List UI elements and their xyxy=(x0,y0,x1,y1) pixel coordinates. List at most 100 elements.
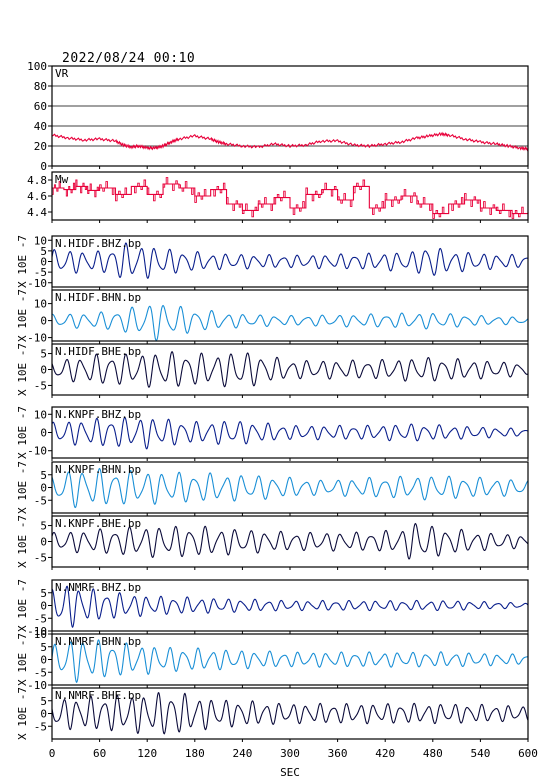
x-tick-label: 480 xyxy=(423,747,443,760)
x-tick-label: 60 xyxy=(93,747,106,760)
panel-name: N.HIDF.BHE.bp xyxy=(55,345,141,358)
panel-VR: 0 20 40 60 80 100 VR xyxy=(27,60,529,173)
y-tick-label: 5 xyxy=(40,520,47,533)
y-tick-label: -5 xyxy=(34,666,47,679)
scale-label: X 10E -7 xyxy=(16,343,29,396)
y-tick-label: -10 xyxy=(27,277,47,290)
series-line xyxy=(51,585,529,629)
panel-name: Mw xyxy=(55,173,69,186)
y-tick-label: 0 xyxy=(40,256,47,269)
y-tick-label: 0 xyxy=(40,708,47,721)
y-tick-label: 0 xyxy=(40,427,47,440)
panel-N.HIDF.BHE.bp: -5 0 5 N.HIDF.BHE.bp X 10E -7 xyxy=(16,343,529,398)
x-tick-label: 180 xyxy=(185,747,205,760)
x-tick-label: 0 xyxy=(49,747,56,760)
x-axis-label: SEC xyxy=(280,766,300,779)
y-tick-label: 0 xyxy=(40,536,47,549)
y-tick-label: 60 xyxy=(34,100,47,113)
series-line xyxy=(51,691,529,735)
panel-N.NMRF.BHZ.bp: -10-505 N.NMRF.BHZ.bp X 10E -7 xyxy=(16,579,529,638)
scale-label: X 10E -7 xyxy=(16,235,29,288)
scale-label: X 10E -7 xyxy=(16,289,29,342)
scale-label: X 10E -7 xyxy=(16,515,29,568)
y-tick-label: 4.6 xyxy=(27,190,47,203)
scale-label: X 10E -7 xyxy=(16,687,29,740)
y-tick-label: 0 xyxy=(40,160,47,173)
panel-N.NMRF.BHE.bp: -505 N.NMRF.BHE.bp X 10E -7 xyxy=(16,687,529,742)
panel-N.KNPF.BHN.bp: -505 N.KNPF.BHN.bp X 10E -7 xyxy=(16,461,529,516)
scale-label: X 10E -7 xyxy=(16,633,29,686)
y-tick-label: 5 xyxy=(40,348,47,361)
chart-datetime: 2022/08/24 00:10 xyxy=(62,51,195,66)
series-line xyxy=(51,242,529,279)
x-tick-label: 540 xyxy=(470,747,490,760)
series-line xyxy=(51,639,529,684)
panel-N.KNPF.BHZ.bp: -10 0 10 N.KNPF.BHZ.bp X 10E -7 xyxy=(16,406,529,461)
y-tick-label: 80 xyxy=(34,80,47,93)
y-tick-label: -5 xyxy=(34,720,47,733)
y-tick-label: -10 xyxy=(27,625,47,638)
series-line xyxy=(51,131,529,152)
series-line xyxy=(51,522,529,560)
x-tick-label: 120 xyxy=(137,747,157,760)
y-tick-label: -10 xyxy=(27,445,47,458)
panel-name: N.KNPF.BHE.bp xyxy=(55,517,141,530)
y-tick-label: -10 xyxy=(27,332,47,345)
panel-name: N.KNPF.BHN.bp xyxy=(55,463,141,476)
panel-name: N.HIDF.BHZ.bp xyxy=(55,237,141,250)
y-tick-label: 5 xyxy=(40,469,47,482)
y-tick-label: 20 xyxy=(34,140,47,153)
y-tick-label: 0 xyxy=(40,482,47,495)
y-tick-label: -5 xyxy=(34,612,47,625)
y-tick-label: 5 xyxy=(40,587,47,600)
y-tick-label: 5 xyxy=(40,695,47,708)
y-tick-label: 5 xyxy=(40,641,47,654)
series-line xyxy=(51,304,529,341)
panel-name: N.NMRF.BHZ.bp xyxy=(55,581,141,594)
y-tick-label: 0 xyxy=(40,600,47,613)
panel-N.HIDF.BHN.bp: -10 0 10 N.HIDF.BHN.bp X 10E -7 xyxy=(16,289,529,345)
scale-label: X 10E -7 xyxy=(16,579,29,632)
y-tick-label: 5 xyxy=(40,245,47,258)
series-line xyxy=(52,183,529,215)
scale-label: X 10E -7 xyxy=(16,461,29,514)
series-line xyxy=(51,416,529,450)
scale-label: X 10E -7 xyxy=(16,406,29,459)
series-line xyxy=(51,351,529,388)
x-tick-label: 240 xyxy=(232,747,252,760)
y-tick-label: 10 xyxy=(34,408,47,421)
panel-frame xyxy=(51,65,529,167)
series-line xyxy=(51,467,529,509)
x-tick-label: 600 xyxy=(518,747,538,760)
y-tick-label: 40 xyxy=(34,120,47,133)
y-tick-label: 10 xyxy=(34,628,47,641)
y-tick-label: -10 xyxy=(27,679,47,692)
panel-Mw: 4.4 4.6 4.8 Mw xyxy=(27,171,529,223)
y-tick-label: 100 xyxy=(27,60,47,73)
panel-N.KNPF.BHE.bp: -5 0 5 N.KNPF.BHE.bp X 10E -7 xyxy=(16,515,529,570)
x-tick-label: 360 xyxy=(328,747,348,760)
y-tick-label: 0 xyxy=(40,364,47,377)
y-tick-label: 4.8 xyxy=(27,174,47,187)
panel-name: N.NMRF.BHE.bp xyxy=(55,689,141,702)
y-tick-label: 0 xyxy=(40,654,47,667)
x-axis: 0 60 120 180 240 300 360 420 480 540 600 xyxy=(49,747,538,760)
panel-name: N.NMRF.BHN.bp xyxy=(55,635,141,648)
y-tick-label: -5 xyxy=(34,379,47,392)
panel-name: N.KNPF.BHZ.bp xyxy=(55,408,141,421)
panel-name: VR xyxy=(55,67,69,80)
y-tick-label: -5 xyxy=(34,551,47,564)
y-tick-label: 10 xyxy=(34,298,47,311)
y-tick-label: -5 xyxy=(34,266,47,279)
y-tick-label: -5 xyxy=(34,494,47,507)
y-tick-label: 4.4 xyxy=(27,206,47,219)
x-tick-label: 300 xyxy=(280,747,300,760)
panel-name: N.HIDF.BHN.bp xyxy=(55,291,141,304)
y-tick-label: 10 xyxy=(34,234,47,247)
y-tick-label: 0 xyxy=(40,315,47,328)
x-tick-label: 420 xyxy=(375,747,395,760)
